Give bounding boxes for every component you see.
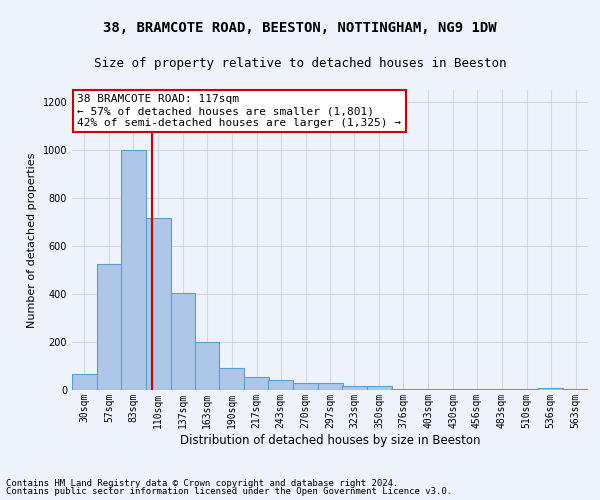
Bar — [464, 389, 490, 390]
Bar — [121, 150, 146, 390]
Bar — [318, 383, 343, 390]
Bar — [194, 342, 220, 390]
Bar — [72, 374, 97, 390]
Bar — [220, 368, 244, 390]
Bar — [97, 264, 122, 390]
Bar — [563, 389, 588, 390]
Bar — [244, 377, 269, 390]
Bar — [268, 380, 293, 390]
Text: Size of property relative to detached houses in Beeston: Size of property relative to detached ho… — [94, 57, 506, 70]
Text: Contains HM Land Registry data © Crown copyright and database right 2024.: Contains HM Land Registry data © Crown c… — [6, 478, 398, 488]
Y-axis label: Number of detached properties: Number of detached properties — [27, 152, 37, 328]
Text: Contains public sector information licensed under the Open Government Licence v3: Contains public sector information licen… — [6, 487, 452, 496]
Bar — [170, 293, 196, 390]
Bar — [342, 386, 367, 390]
Bar — [416, 389, 440, 390]
Bar — [146, 218, 170, 390]
Text: 38, BRAMCOTE ROAD, BEESTON, NOTTINGHAM, NG9 1DW: 38, BRAMCOTE ROAD, BEESTON, NOTTINGHAM, … — [103, 21, 497, 35]
Bar — [440, 389, 466, 390]
X-axis label: Distribution of detached houses by size in Beeston: Distribution of detached houses by size … — [180, 434, 480, 446]
Bar — [538, 388, 563, 390]
Bar — [367, 386, 392, 390]
Text: 38 BRAMCOTE ROAD: 117sqm
← 57% of detached houses are smaller (1,801)
42% of sem: 38 BRAMCOTE ROAD: 117sqm ← 57% of detach… — [77, 94, 401, 128]
Bar — [514, 389, 539, 390]
Bar — [490, 389, 514, 390]
Bar — [391, 389, 416, 390]
Bar — [293, 383, 318, 390]
